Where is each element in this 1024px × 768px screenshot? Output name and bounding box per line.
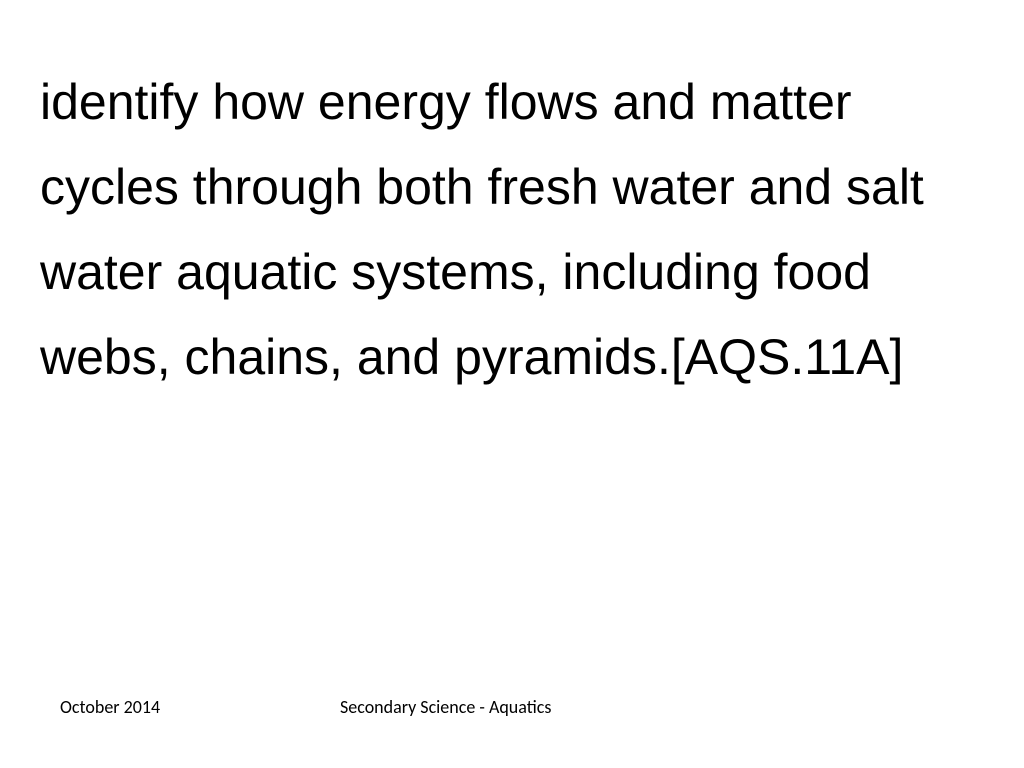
footer-title: Secondary Science - Aquatics	[340, 696, 551, 718]
slide-container: identify how energy flows and matter cyc…	[0, 0, 1024, 768]
slide-footer: October 2014 Secondary Science - Aquatic…	[40, 696, 984, 728]
main-content-area: identify how energy flows and matter cyc…	[40, 60, 984, 696]
footer-date: October 2014	[60, 696, 340, 718]
slide-body-text: identify how energy flows and matter cyc…	[40, 60, 984, 400]
